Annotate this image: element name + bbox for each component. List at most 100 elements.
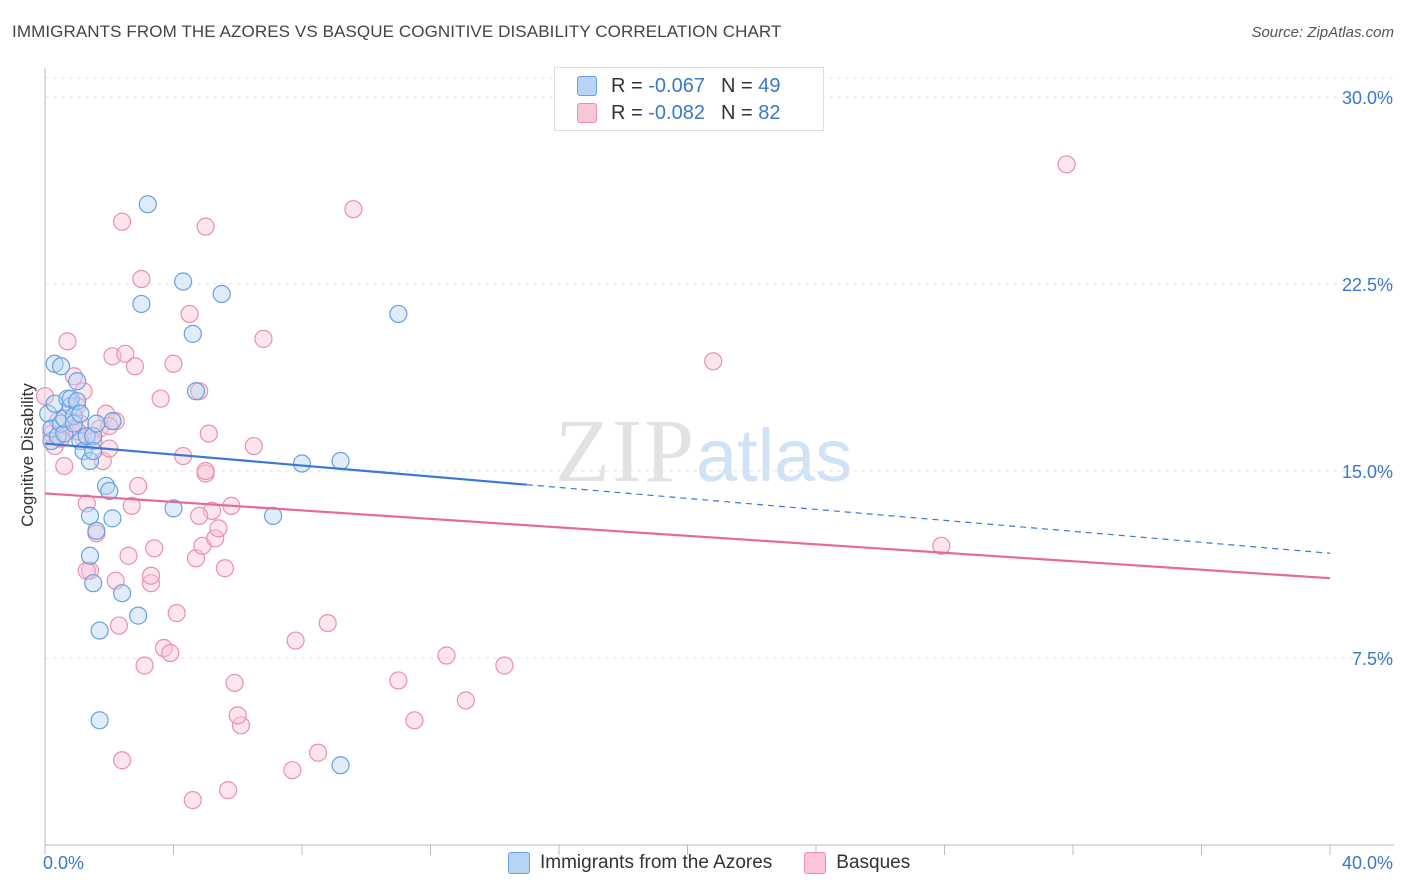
watermark-atlas: atlas bbox=[696, 414, 853, 497]
azores-point bbox=[87, 414, 106, 433]
azores-trend-line bbox=[44, 442, 527, 486]
y-tick-label: 30.0% bbox=[1342, 88, 1393, 108]
r-value: -0.067 bbox=[648, 74, 705, 97]
azores-point bbox=[389, 304, 408, 324]
basques-point bbox=[180, 304, 199, 324]
basques-point bbox=[161, 643, 180, 663]
basques-point bbox=[164, 354, 183, 373]
azores-point bbox=[96, 476, 116, 496]
azores-point bbox=[55, 424, 74, 443]
basques-point bbox=[389, 671, 408, 690]
basques-point bbox=[495, 656, 514, 675]
basques-point bbox=[437, 646, 456, 665]
azores-point bbox=[80, 451, 100, 471]
r-label: R = bbox=[611, 101, 643, 124]
basques-point bbox=[344, 200, 363, 219]
basques-point bbox=[244, 436, 263, 456]
basques-point bbox=[231, 716, 251, 735]
y-tick-label: 15.0% bbox=[1342, 462, 1393, 482]
y-tick-label: 7.5% bbox=[1352, 649, 1393, 669]
azores-point bbox=[84, 574, 103, 593]
azores-point bbox=[103, 509, 122, 528]
azores-point bbox=[80, 506, 100, 525]
watermark-zip: ZIP bbox=[555, 402, 696, 501]
basques-point bbox=[135, 656, 154, 675]
azores-point bbox=[212, 284, 231, 304]
basques-point bbox=[283, 761, 302, 780]
basques-point bbox=[219, 781, 238, 800]
azores-point bbox=[331, 756, 350, 775]
basques-trend-line bbox=[44, 492, 1331, 580]
basques-point bbox=[112, 751, 132, 770]
azores-point bbox=[77, 426, 96, 446]
azores-trend-line-extension bbox=[526, 484, 1331, 554]
azores-point bbox=[112, 584, 132, 603]
basques-swatch bbox=[577, 103, 597, 123]
r-label: R = bbox=[611, 74, 643, 97]
azores-point bbox=[103, 412, 122, 431]
basques-point bbox=[151, 389, 170, 408]
basques-point bbox=[129, 476, 148, 496]
basques-point bbox=[112, 212, 132, 231]
basques-point bbox=[55, 456, 74, 476]
n-label: N = bbox=[720, 101, 753, 124]
basques-point bbox=[58, 332, 77, 351]
azores-point bbox=[90, 711, 109, 730]
stats-legend-row-azores: R = -0.067 N = 49 bbox=[577, 74, 780, 98]
basques-point bbox=[167, 604, 186, 623]
stats-legend-row-basques: R = -0.082 N = 82 bbox=[577, 101, 780, 125]
basques-point bbox=[125, 357, 145, 376]
x-tick-label: 0.0% bbox=[43, 853, 84, 873]
azores-point bbox=[331, 451, 350, 471]
basques-point bbox=[116, 344, 135, 363]
basques-point bbox=[209, 519, 228, 538]
r-value: -0.082 bbox=[648, 101, 705, 124]
stats-legend: R = -0.067 N = 49 R = -0.082 N = 82 bbox=[554, 67, 824, 131]
basques-point bbox=[704, 352, 723, 371]
basques-point bbox=[190, 506, 209, 525]
azores-point bbox=[90, 621, 109, 640]
basques-point bbox=[119, 546, 138, 565]
legend-item-azores[interactable]: Immigrants from the Azores bbox=[508, 852, 772, 874]
azores-point bbox=[164, 499, 183, 518]
azores-point bbox=[183, 324, 202, 343]
azores-point bbox=[87, 521, 106, 540]
basques-point bbox=[206, 529, 225, 548]
basques-point bbox=[215, 559, 234, 578]
basques-point bbox=[932, 536, 951, 555]
azores-point bbox=[64, 414, 84, 433]
y-tick-label: 22.5% bbox=[1342, 275, 1393, 295]
basques-point bbox=[196, 217, 215, 236]
basques-point bbox=[35, 387, 55, 406]
watermark: ZIPatlas bbox=[555, 400, 852, 503]
basques-point bbox=[183, 791, 202, 810]
y-axis-label: Cognitive Disability bbox=[18, 383, 37, 527]
azores-legend-swatch bbox=[508, 852, 530, 874]
basques-point bbox=[456, 691, 475, 710]
azores-point bbox=[138, 195, 157, 214]
basques-point bbox=[109, 616, 128, 635]
azores-point bbox=[80, 546, 100, 565]
basques-point bbox=[141, 566, 161, 585]
azores-point bbox=[186, 382, 206, 401]
basques-point bbox=[64, 367, 84, 386]
legend-item-basques[interactable]: Basques bbox=[804, 852, 910, 874]
x-tick-label: 40.0% bbox=[1342, 853, 1393, 873]
basques-point bbox=[199, 424, 218, 443]
basques-point bbox=[122, 496, 141, 516]
series-legend: Immigrants from the Azores Basques bbox=[508, 852, 942, 874]
n-value: 49 bbox=[758, 74, 781, 97]
basques-point bbox=[254, 329, 273, 348]
basques-point bbox=[145, 539, 164, 558]
basques-point bbox=[1057, 155, 1076, 174]
azores-point bbox=[263, 506, 283, 525]
basques-point bbox=[225, 673, 244, 693]
n-label: N = bbox=[720, 74, 753, 97]
azores-point bbox=[129, 606, 148, 625]
azores-swatch bbox=[577, 76, 597, 96]
azores-point bbox=[100, 481, 119, 501]
legend-label: Immigrants from the Azores bbox=[540, 852, 773, 873]
azores-point bbox=[51, 357, 71, 376]
basques-point bbox=[141, 574, 161, 593]
